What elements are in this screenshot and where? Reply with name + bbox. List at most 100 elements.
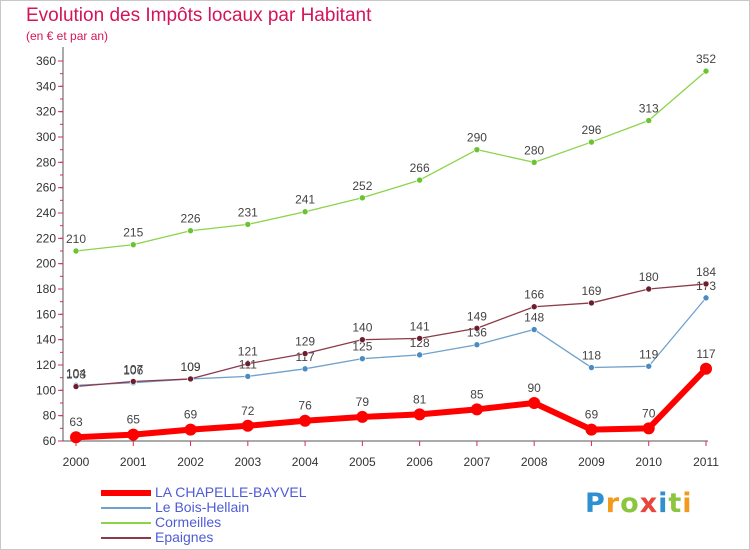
data-point-cormeilles <box>359 194 366 202</box>
data-point-cormeilles <box>588 138 595 146</box>
legend-swatch <box>101 507 151 509</box>
legend-label: Le Bois-Hellain <box>155 499 250 515</box>
logo-letter: r <box>605 488 621 519</box>
x-tick-label: 2000 <box>63 455 90 469</box>
x-tick-label: 2007 <box>464 455 491 469</box>
logo-letter: i <box>658 488 669 519</box>
data-point-cormeilles <box>72 247 80 255</box>
logo-letter: t <box>668 488 683 519</box>
data-label-cormeilles: 266 <box>410 161 430 175</box>
data-label-epaignes: 107 <box>123 362 143 376</box>
data-point-le-bois-hellain <box>416 351 423 359</box>
data-label-la-chapelle-bayvel: 72 <box>241 404 255 418</box>
legend-label: LA CHAPELLE-BAYVEL <box>155 484 307 500</box>
data-point-epaignes <box>72 383 80 390</box>
data-point-la-chapelle-bayvel <box>700 362 712 375</box>
data-point-epaignes <box>129 378 137 385</box>
data-label-cormeilles: 231 <box>238 205 258 219</box>
legend-item: Epaignes <box>101 530 361 545</box>
data-label-le-bois-hellain: 148 <box>524 311 544 325</box>
data-point-la-chapelle-bayvel <box>70 431 82 444</box>
data-label-cormeilles: 226 <box>181 212 201 226</box>
data-label-la-chapelle-bayvel: 63 <box>69 415 83 429</box>
data-point-la-chapelle-bayvel <box>299 414 312 427</box>
data-label-cormeilles: 290 <box>467 131 487 145</box>
data-point-la-chapelle-bayvel <box>241 419 254 432</box>
data-point-cormeilles <box>416 176 423 184</box>
data-point-la-chapelle-bayvel <box>184 423 197 436</box>
data-label-epaignes: 169 <box>581 284 601 298</box>
y-tick-label: 100 <box>36 383 56 397</box>
data-point-la-chapelle-bayvel <box>470 403 483 416</box>
legend-swatch <box>101 490 151 496</box>
y-tick-label: 280 <box>36 155 56 169</box>
data-label-cormeilles: 252 <box>352 179 372 193</box>
data-point-cormeilles <box>301 208 309 216</box>
series-line-cormeilles <box>75 70 707 252</box>
legend-swatch <box>101 522 151 524</box>
legend-label: Epaignes <box>155 529 214 545</box>
data-label-la-chapelle-bayvel: 81 <box>413 392 427 406</box>
data-label-cormeilles: 280 <box>524 143 544 157</box>
data-point-la-chapelle-bayvel <box>127 428 140 441</box>
legend-item: LA CHAPELLE-BAYVEL <box>101 485 361 500</box>
x-tick-label: 2005 <box>349 455 376 469</box>
y-tick-label: 60 <box>43 434 57 448</box>
y-tick-label: 300 <box>36 130 56 144</box>
data-point-epaignes <box>473 324 481 332</box>
data-point-la-chapelle-bayvel <box>413 408 426 421</box>
data-label-epaignes: 140 <box>352 321 372 335</box>
x-tick-label: 2001 <box>120 455 147 469</box>
data-label-la-chapelle-bayvel: 79 <box>356 395 370 409</box>
logo-letter: i <box>682 488 693 519</box>
legend-item: Le Bois-Hellain <box>101 500 361 515</box>
chart-subtitle: (en € et par an) <box>26 29 109 43</box>
data-point-la-chapelle-bayvel <box>642 422 655 435</box>
legend-label: Cormeilles <box>155 514 222 530</box>
data-point-epaignes <box>244 360 252 368</box>
data-label-epaignes: 121 <box>238 345 258 359</box>
data-point-epaignes <box>187 375 194 383</box>
logo-letter: P <box>585 488 606 519</box>
data-label-le-bois-hellain: 128 <box>410 336 430 350</box>
data-point-cormeilles <box>129 241 137 248</box>
data-label-le-bois-hellain: 106 <box>123 364 143 378</box>
y-tick-label: 200 <box>36 257 56 271</box>
data-point-la-chapelle-bayvel <box>528 397 541 409</box>
data-point-le-bois-hellain <box>530 326 538 333</box>
data-label-le-bois-hellain: 109 <box>181 360 201 374</box>
data-label-cormeilles: 296 <box>581 123 601 137</box>
data-point-cormeilles <box>530 159 538 166</box>
data-label-la-chapelle-bayvel: 90 <box>528 381 542 395</box>
data-label-le-bois-hellain: 118 <box>582 349 601 363</box>
data-label-le-bois-hellain: 104 <box>66 366 86 380</box>
y-tick-label: 240 <box>36 206 56 220</box>
data-point-le-bois-hellain <box>359 355 366 362</box>
legend-swatch <box>101 537 151 539</box>
y-tick-label: 260 <box>36 181 56 195</box>
data-label-la-chapelle-bayvel: 69 <box>585 408 599 422</box>
x-tick-label: 2009 <box>578 455 605 469</box>
data-label-la-chapelle-bayvel: 76 <box>298 399 312 413</box>
y-tick-label: 80 <box>43 409 57 423</box>
data-label-le-bois-hellain: 119 <box>639 347 658 361</box>
y-tick-label: 140 <box>36 333 56 347</box>
data-label-la-chapelle-bayvel: 69 <box>184 408 198 422</box>
series-line-epaignes <box>75 283 707 388</box>
x-tick-label: 2011 <box>693 455 719 469</box>
x-tick-label: 2004 <box>292 455 319 469</box>
data-label-epaignes: 129 <box>295 335 315 349</box>
chart-legend: LA CHAPELLE-BAYVEL Le Bois-Hellain Cormeil… <box>101 485 361 545</box>
data-point-cormeilles <box>244 221 252 228</box>
data-label-la-chapelle-bayvel: 70 <box>642 406 656 420</box>
data-point-cormeilles <box>645 117 653 124</box>
logo-letter: o <box>620 488 640 519</box>
data-label-epaignes: 180 <box>639 270 659 284</box>
y-tick-label: 320 <box>36 105 56 119</box>
y-tick-label: 160 <box>36 307 56 321</box>
legend-item: Cormeilles <box>101 515 361 530</box>
chart-title: Evolution des Impôts locaux par Habitant <box>26 5 372 26</box>
x-tick-label: 2003 <box>234 455 261 469</box>
data-point-cormeilles <box>187 227 194 235</box>
data-label-epaignes: 109 <box>181 360 201 374</box>
